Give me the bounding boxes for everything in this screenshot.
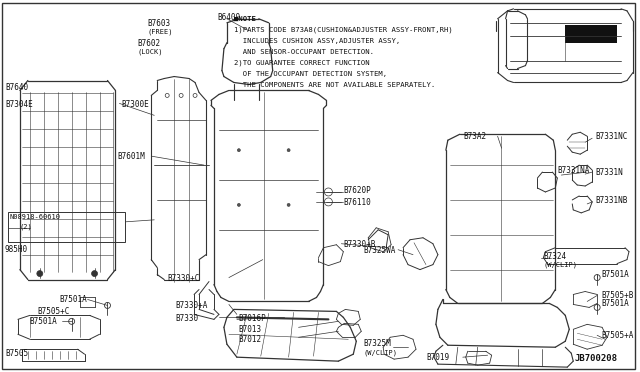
Text: 1)PARTS CODE B73A8(CUSHION&ADJUSTER ASSY-FRONT,RH): 1)PARTS CODE B73A8(CUSHION&ADJUSTER ASSY… [234, 27, 452, 33]
Bar [565, 25, 617, 43]
Circle shape [92, 270, 97, 276]
Text: B7620P: B7620P [343, 186, 371, 195]
Text: 2)TO GUARANTEE CORRECT FUNCTION: 2)TO GUARANTEE CORRECT FUNCTION [234, 60, 369, 66]
Text: JB700208: JB700208 [574, 354, 617, 363]
Text: INCLUDES CUSHION ASSY,ADJUSTER ASSY,: INCLUDES CUSHION ASSY,ADJUSTER ASSY, [234, 38, 400, 44]
Text: B7331NC: B7331NC [595, 132, 628, 141]
Text: THE COMPONENTS ARE NOT AVAILABLE SEPARATELY.: THE COMPONENTS ARE NOT AVAILABLE SEPARAT… [234, 81, 435, 87]
Text: B7013: B7013 [239, 326, 262, 334]
Circle shape [287, 203, 290, 206]
Text: B7330: B7330 [175, 314, 198, 323]
Text: B6400: B6400 [217, 13, 240, 22]
Text: B7300E: B7300E [122, 100, 149, 109]
Text: B7016P: B7016P [239, 314, 267, 323]
Circle shape [287, 149, 290, 152]
Text: ■NOTE: ■NOTE [234, 16, 256, 22]
Text: B7505+A: B7505+A [601, 331, 634, 340]
Text: (2): (2) [20, 224, 33, 230]
Text: B7325WA: B7325WA [364, 246, 396, 255]
Text: B7640: B7640 [5, 83, 28, 93]
Bar [8, 212, 125, 242]
Text: B7505: B7505 [5, 349, 28, 358]
Text: OF THE OCCUPANT DETECTION SYSTEM,: OF THE OCCUPANT DETECTION SYSTEM, [234, 71, 387, 77]
Text: (FREE): (FREE) [147, 29, 173, 35]
Text: 985H0: 985H0 [5, 245, 28, 254]
Text: B7505+C: B7505+C [38, 307, 70, 317]
Text: B7501A: B7501A [601, 299, 629, 308]
Circle shape [37, 270, 43, 276]
Text: (LOCK): (LOCK) [138, 49, 163, 55]
Text: B7501A: B7501A [601, 270, 629, 279]
Text: AND SENSOR-OCCUPANT DETECTION.: AND SENSOR-OCCUPANT DETECTION. [234, 49, 374, 55]
Text: B7330+A: B7330+A [175, 301, 207, 311]
Text: B7330+B: B7330+B [343, 240, 376, 249]
Text: B7601M: B7601M [117, 152, 145, 161]
Text: B7603: B7603 [147, 19, 170, 28]
Text: B7324: B7324 [543, 252, 566, 261]
Text: B7304E: B7304E [5, 100, 33, 109]
Text: B7330+C: B7330+C [167, 273, 200, 283]
Text: B7602: B7602 [138, 39, 161, 48]
Text: B76110: B76110 [343, 198, 371, 207]
Text: (W/CLIP): (W/CLIP) [543, 262, 577, 268]
Text: B7331NB: B7331NB [595, 196, 628, 205]
Text: B73A2: B73A2 [464, 132, 487, 141]
Circle shape [237, 203, 241, 206]
Text: B7331NA: B7331NA [557, 166, 589, 175]
Text: (W/CLIP): (W/CLIP) [364, 349, 397, 356]
Text: B7019: B7019 [426, 353, 449, 362]
Text: B7501A: B7501A [60, 295, 88, 304]
Text: B7012: B7012 [239, 335, 262, 344]
Text: B7501A: B7501A [30, 317, 58, 326]
Circle shape [237, 149, 241, 152]
Text: B7325M: B7325M [364, 339, 391, 348]
Text: B7505+B: B7505+B [601, 292, 634, 301]
Text: N08918-60610: N08918-60610 [10, 214, 61, 220]
Text: B7331N: B7331N [595, 168, 623, 177]
